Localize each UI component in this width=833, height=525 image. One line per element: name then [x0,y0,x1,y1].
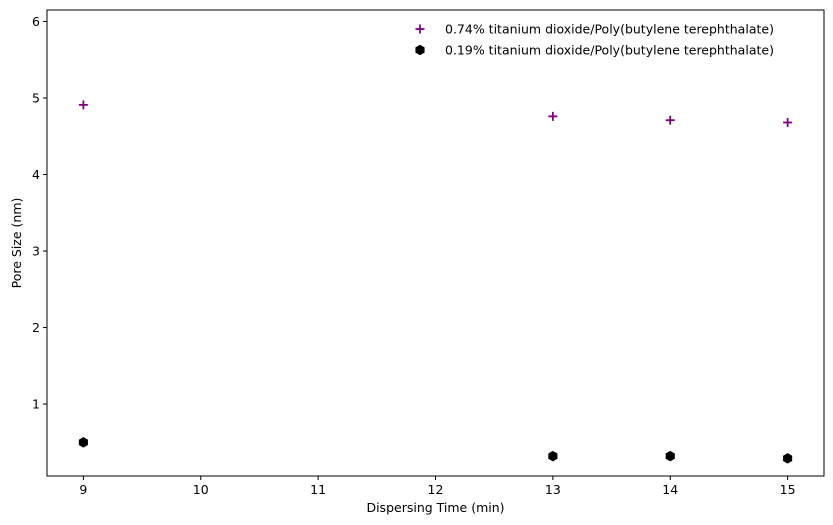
legend-label: 0.19% titanium dioxide/Poly(butylene ter… [445,43,774,58]
y-tick-label: 3 [32,244,40,259]
y-tick-label: 2 [32,320,40,335]
y-axis-title: Pore Size (nm) [9,198,24,289]
plot-area [78,100,793,464]
legend-item: 0.19% titanium dioxide/Poly(butylene ter… [415,43,774,58]
y-tick-label: 1 [32,397,40,412]
plot-frame [46,9,825,477]
data-point [783,117,793,127]
y-tick-label: 6 [32,14,40,29]
legend-marker [415,24,425,34]
data-point [78,437,88,448]
y-axis: 1 2 3 4 5 6 [32,14,47,412]
legend-label: 0.74% titanium dioxide/Poly(butylene ter… [445,22,774,37]
data-point [665,450,675,462]
data-point [548,111,558,121]
series-2 [78,437,793,464]
data-point [548,450,558,462]
y-tick-label: 5 [32,90,40,105]
x-tick-label: 13 [545,482,561,497]
x-tick-label: 9 [79,482,87,497]
data-point [78,100,88,110]
x-axis: 9 10 11 12 13 14 15 [79,476,796,497]
x-tick-label: 12 [428,482,444,497]
x-tick-label: 15 [780,482,796,497]
data-point [665,115,675,125]
x-tick-label: 14 [662,482,678,497]
data-point [783,453,793,464]
x-tick-label: 11 [310,482,326,497]
legend-item: 0.74% titanium dioxide/Poly(butylene ter… [415,22,774,37]
x-axis-title: Dispersing Time (min) [366,500,504,515]
series-1 [78,100,793,127]
legend-marker [415,44,425,56]
y-tick-label: 4 [32,167,40,182]
legend: 0.74% titanium dioxide/Poly(butylene ter… [415,22,774,58]
x-tick-label: 10 [193,482,209,497]
